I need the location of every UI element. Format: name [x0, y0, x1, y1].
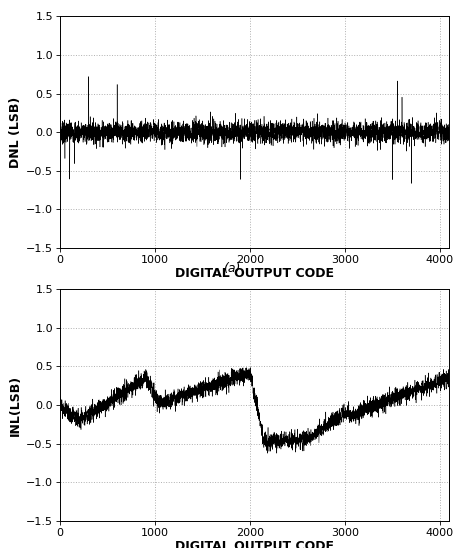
Y-axis label: INL(LSB): INL(LSB)	[9, 374, 22, 436]
Text: (a): (a)	[223, 262, 240, 275]
Y-axis label: DNL (LSB): DNL (LSB)	[9, 96, 22, 168]
X-axis label: DIGITAL OUTPUT CODE: DIGITAL OUTPUT CODE	[175, 540, 334, 548]
X-axis label: DIGITAL OUTPUT CODE: DIGITAL OUTPUT CODE	[175, 267, 334, 281]
